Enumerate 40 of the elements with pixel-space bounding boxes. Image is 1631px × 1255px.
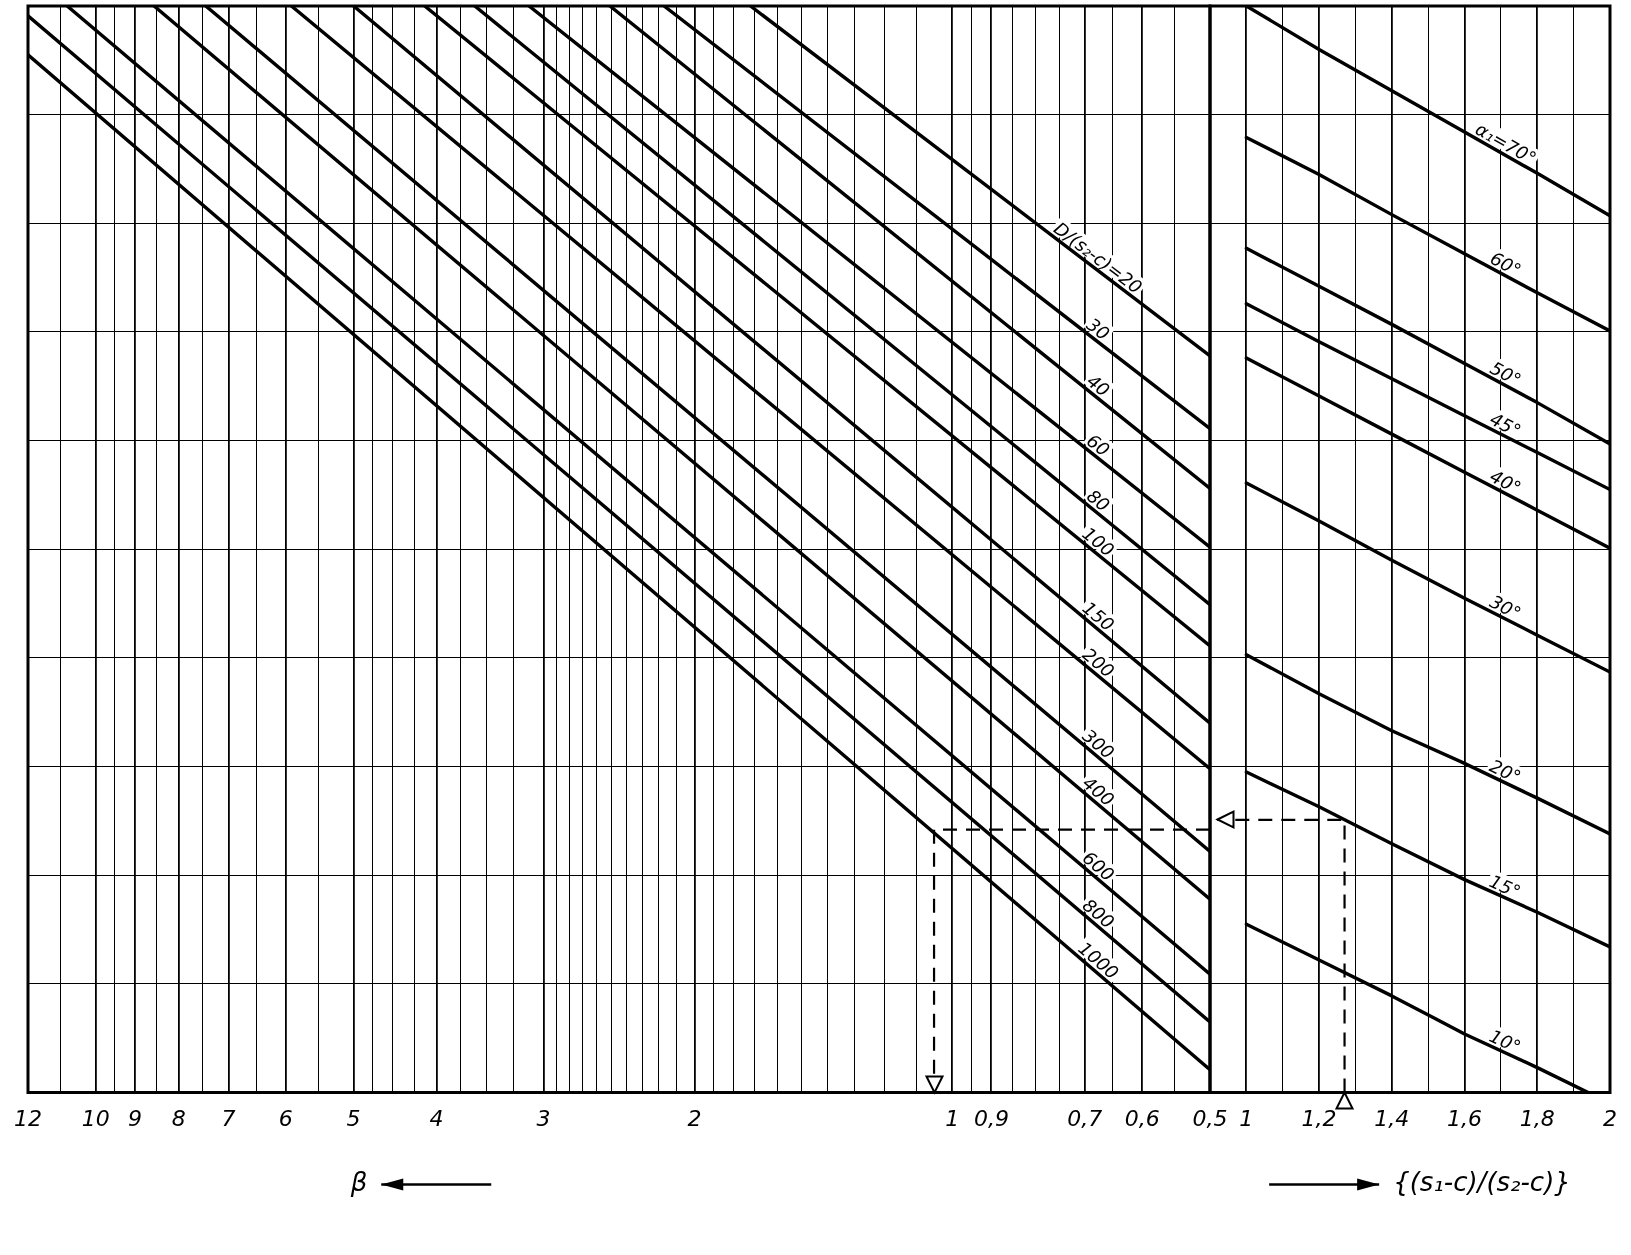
x-tick-label: 1 (945, 1105, 960, 1131)
x-tick-label: 1 (1239, 1105, 1254, 1131)
x-axis-title: {(s₁-c)/(s₂-c)} (1393, 1167, 1571, 1198)
text: 20° (1486, 754, 1525, 788)
text: 45° (1486, 408, 1525, 442)
x-tick-label: 1,4 (1374, 1105, 1410, 1131)
x-tick-label: 2 (687, 1105, 702, 1131)
text: 60 (1082, 429, 1114, 461)
x-tick-label: 7 (221, 1105, 236, 1131)
text: 100 (1078, 522, 1119, 561)
text: 50° (1486, 356, 1525, 391)
x-tick-label: 8 (171, 1105, 186, 1131)
text: 30° (1486, 590, 1525, 624)
text: 30 (1082, 313, 1114, 345)
x-tick-label: 3 (536, 1105, 551, 1131)
x-tick-label: 12 (14, 1105, 42, 1131)
x-tick-label: 5 (346, 1105, 361, 1131)
x-tick-label: 0,6 (1124, 1105, 1160, 1131)
text: 200 (1078, 643, 1119, 682)
text: 60° (1486, 247, 1525, 281)
x-tick-label: 1,2 (1301, 1105, 1337, 1131)
text: 400 (1078, 772, 1119, 811)
text: 15° (1486, 870, 1524, 903)
text: 40° (1486, 465, 1525, 499)
x-tick-label: 2 (1603, 1105, 1617, 1131)
x-tick-label: 9 (127, 1105, 142, 1131)
x-tick-label: 0,5 (1192, 1105, 1228, 1131)
x-tick-label: 1,8 (1519, 1105, 1555, 1131)
text: 300 (1078, 724, 1119, 763)
x-tick-label: 1,6 (1447, 1105, 1483, 1131)
text: 80 (1082, 484, 1114, 516)
text: 150 (1078, 597, 1119, 636)
x-tick-label: 0,7 (1067, 1105, 1103, 1131)
x-tick-label: 10 (81, 1105, 110, 1131)
text: 40 (1082, 369, 1114, 401)
x-tick-label: 0,9 (973, 1105, 1009, 1131)
x-axis-title: β (349, 1167, 368, 1198)
text: 10° (1486, 1024, 1525, 1058)
x-tick-label: 6 (278, 1105, 293, 1131)
x-tick-label: 4 (429, 1105, 444, 1131)
